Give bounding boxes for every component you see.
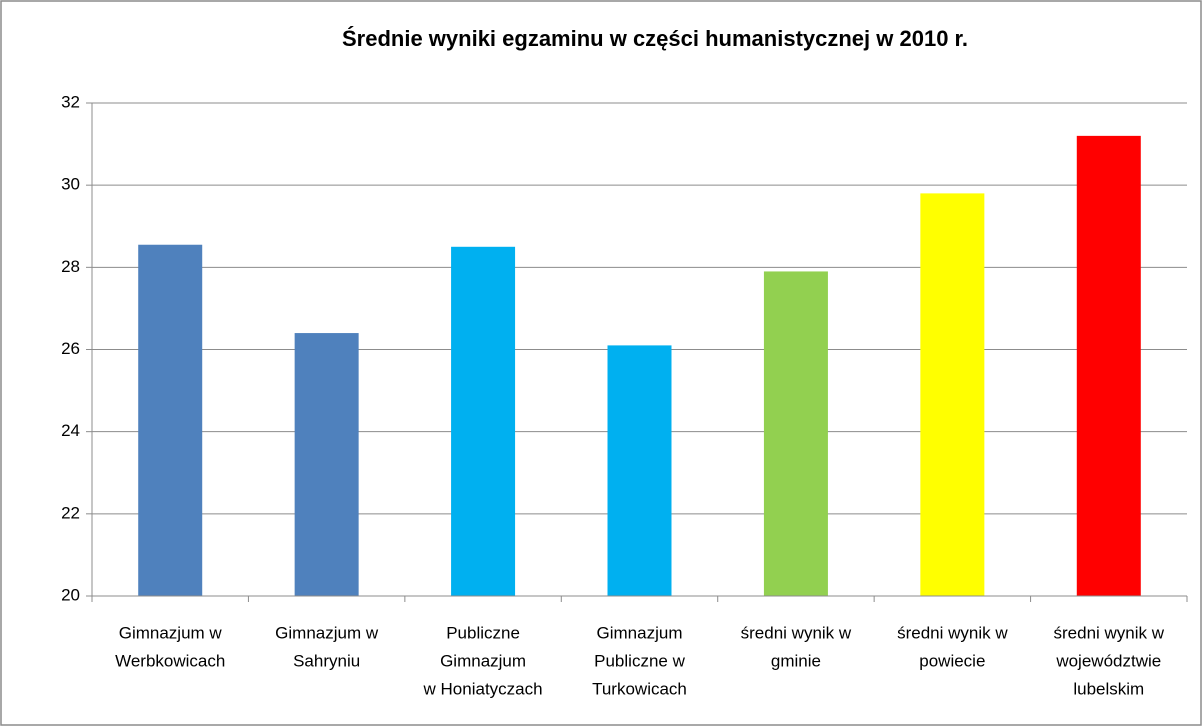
y-tick-label: 26 [61, 339, 80, 358]
x-tick-label: Turkowicach [592, 679, 687, 698]
x-tick-label: Publiczne [446, 623, 520, 642]
bar [607, 345, 672, 596]
bar [763, 271, 828, 596]
x-tick-label: średni wynik w [741, 623, 852, 642]
bar [451, 246, 516, 596]
y-tick-label: 32 [61, 92, 80, 111]
x-tick-label: Gimnazjum [597, 623, 683, 642]
y-tick-label: 22 [61, 503, 80, 522]
y-tick-label: 30 [61, 175, 80, 194]
y-tick-label: 28 [61, 257, 80, 276]
x-tick-label: średni wynik w [1054, 623, 1165, 642]
x-tick-label: Gimnazjum [440, 651, 526, 670]
x-tick-label: Publiczne w [594, 651, 685, 670]
y-tick-label: 20 [61, 585, 80, 604]
x-tick-label: gminie [771, 651, 821, 670]
x-tick-label: Sahryniu [293, 651, 360, 670]
x-tick-label: w Honiatyczach [423, 679, 543, 698]
x-tick-label: lubelskim [1073, 679, 1144, 698]
bar [1076, 135, 1141, 596]
x-tick-label: średni wynik w [897, 623, 1008, 642]
bar [138, 244, 203, 597]
x-tick-label: powiecie [919, 651, 985, 670]
x-tick-label: Gimnazjum w [275, 623, 379, 642]
y-tick-label: 24 [61, 421, 80, 440]
x-tick-label: województwie [1055, 651, 1161, 670]
bar [294, 333, 359, 596]
x-tick-label: Werbkowicach [115, 651, 225, 670]
bar [920, 193, 985, 596]
chart-title: Średnie wyniki egzaminu w części humanis… [342, 26, 968, 51]
x-tick-label: Gimnazjum w [119, 623, 223, 642]
